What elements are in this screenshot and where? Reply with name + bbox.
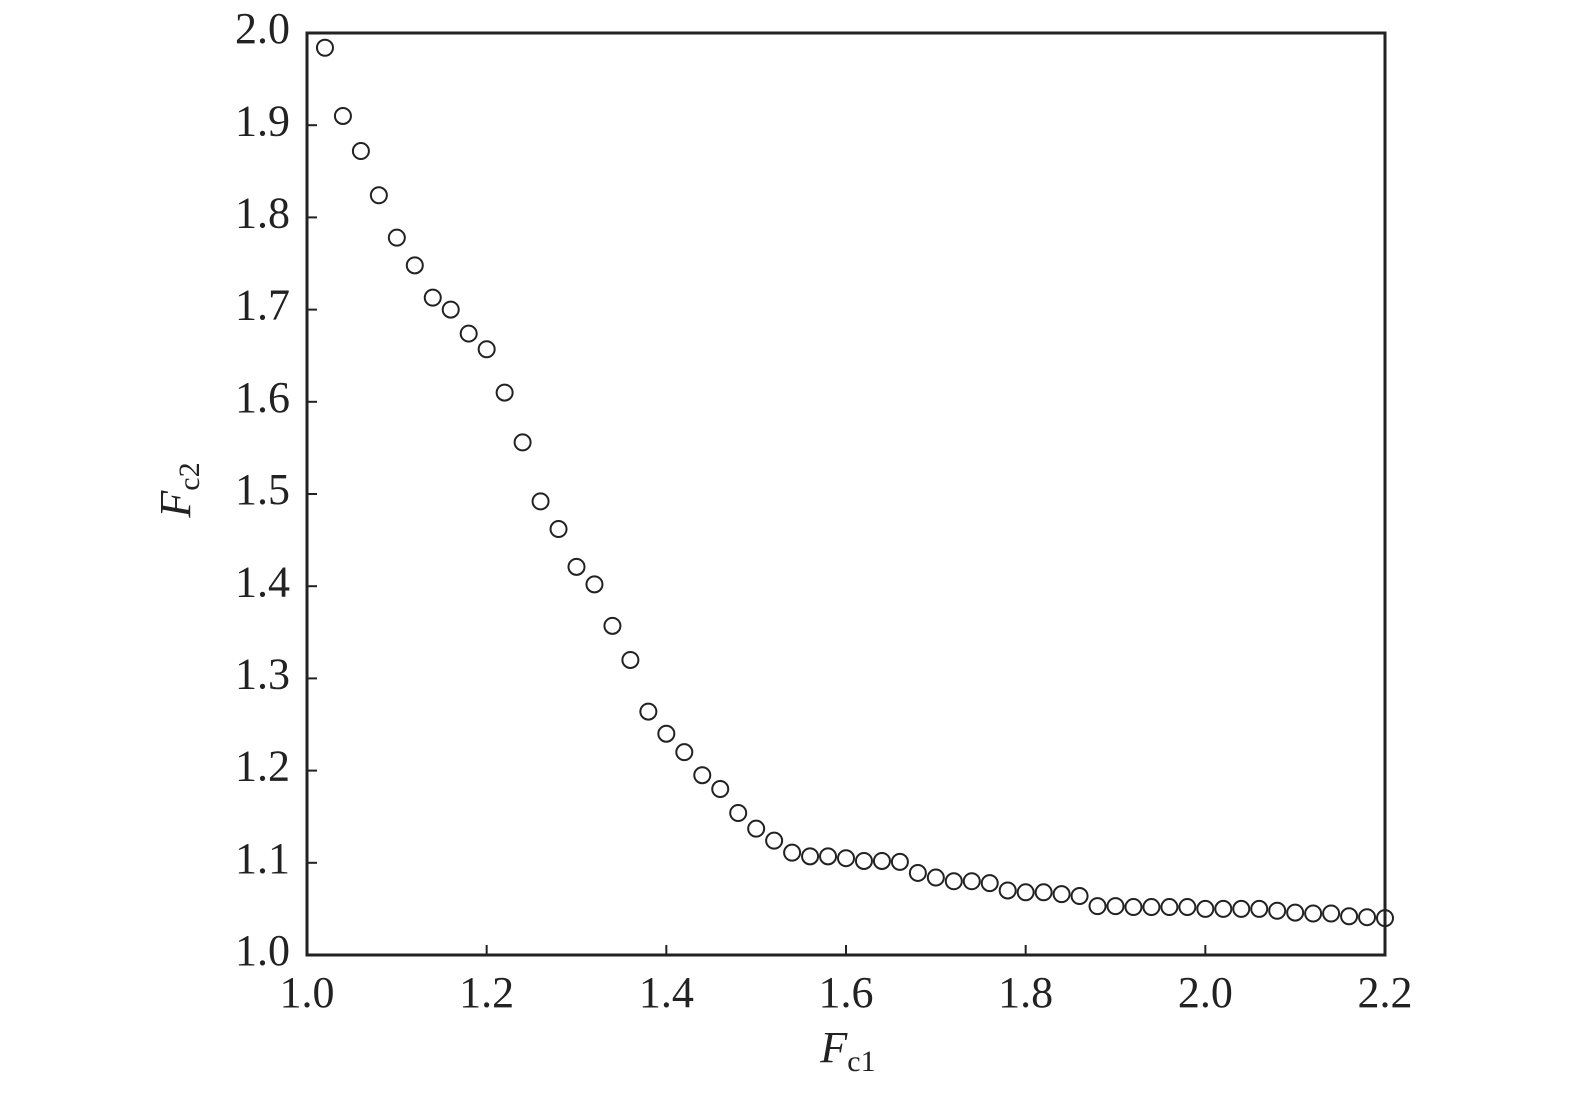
scatter-point xyxy=(1052,885,1071,904)
scatter-point xyxy=(1340,907,1359,926)
scatter-point xyxy=(693,766,712,785)
scatter-point xyxy=(459,324,478,343)
scatter-point xyxy=(675,743,694,762)
scatter-point xyxy=(1214,899,1233,918)
scatter-point xyxy=(1124,898,1143,917)
scatter-point xyxy=(477,340,496,359)
scatter-point xyxy=(1106,897,1125,916)
scatter-point xyxy=(854,851,873,870)
scatter-point xyxy=(908,863,927,882)
scatter-point xyxy=(747,819,766,838)
scatter-point xyxy=(1016,883,1035,902)
scatter-point xyxy=(783,843,802,862)
x-axis-label: Fc1 xyxy=(819,1023,875,1078)
scatter-point xyxy=(801,847,820,866)
scatter-point xyxy=(585,575,604,594)
scatter-point xyxy=(1178,898,1197,917)
scatter-point xyxy=(441,300,460,319)
y-tick-label: 1.5 xyxy=(235,465,290,514)
scatter-point xyxy=(1358,908,1377,927)
y-tick-label: 2.0 xyxy=(235,4,290,53)
scatter-point xyxy=(1142,898,1161,917)
scatter-point xyxy=(944,872,963,891)
y-tick-label: 1.8 xyxy=(235,188,290,237)
scatter-point xyxy=(1070,886,1089,905)
x-tick-label: 1.0 xyxy=(280,968,335,1017)
scatter-point xyxy=(1088,897,1107,916)
scatter-point xyxy=(962,872,981,891)
y-tick-label: 1.9 xyxy=(235,96,290,145)
scatter-point xyxy=(1322,904,1341,923)
x-tick-label: 1.2 xyxy=(459,968,514,1017)
scatter-point xyxy=(872,851,891,870)
scatter-point xyxy=(1196,899,1215,918)
scatter-point xyxy=(765,831,784,850)
y-label-symbol: F xyxy=(151,490,200,519)
scatter-point xyxy=(1376,909,1394,928)
y-axis-label: Fc2 xyxy=(151,462,206,518)
scatter-point xyxy=(351,142,370,161)
y-tick-label: 1.0 xyxy=(235,926,290,975)
x-tick-label: 1.6 xyxy=(819,968,874,1017)
scatter-point xyxy=(1160,898,1179,917)
scatter-point xyxy=(495,383,514,402)
scatter-point xyxy=(621,650,640,669)
scatter-point xyxy=(890,852,909,871)
y-tick-label: 1.4 xyxy=(235,557,290,606)
y-tick-label: 1.3 xyxy=(235,649,290,698)
x-tick-label: 1.4 xyxy=(639,968,694,1017)
y-tick-label: 1.6 xyxy=(235,373,290,422)
scatter-point xyxy=(405,256,424,275)
x-tick-label: 2.0 xyxy=(1178,968,1233,1017)
scatter-point xyxy=(567,557,586,576)
scatter-point xyxy=(1286,903,1305,922)
scatter-point xyxy=(423,288,442,307)
scatter-point xyxy=(1250,899,1269,918)
scatter-point xyxy=(1268,901,1287,920)
x-label-subscript: c1 xyxy=(847,1045,875,1078)
scatter-point xyxy=(531,492,550,511)
y-tick-label: 1.1 xyxy=(235,834,290,883)
plot-frame xyxy=(305,31,1387,957)
y-label-subscript: c2 xyxy=(173,462,206,490)
scatter-point xyxy=(926,868,945,887)
x-label-symbol: F xyxy=(819,1023,848,1072)
scatter-point xyxy=(387,228,406,247)
scatter-point xyxy=(729,804,748,823)
scatter-point xyxy=(657,724,676,743)
scatter-point xyxy=(711,780,730,799)
scatter-point xyxy=(980,874,999,893)
scatter-point xyxy=(1232,899,1251,918)
scatter-point xyxy=(549,520,568,539)
scatter-point xyxy=(603,616,622,635)
scatter-point xyxy=(333,106,352,125)
scatter-point xyxy=(837,849,855,868)
scatter-point xyxy=(315,38,334,57)
scatter-point xyxy=(513,433,532,452)
x-tick-label: 2.2 xyxy=(1358,968,1413,1017)
scatter-point xyxy=(369,186,388,205)
scatter-point xyxy=(998,881,1017,900)
scatter-point xyxy=(639,702,658,721)
x-tick-label: 1.8 xyxy=(998,968,1053,1017)
scatter-point xyxy=(1304,904,1323,923)
y-tick-label: 1.2 xyxy=(235,742,290,791)
scatter-point xyxy=(1034,883,1053,902)
scatter-point xyxy=(819,847,838,866)
y-tick-label: 1.7 xyxy=(235,281,290,330)
